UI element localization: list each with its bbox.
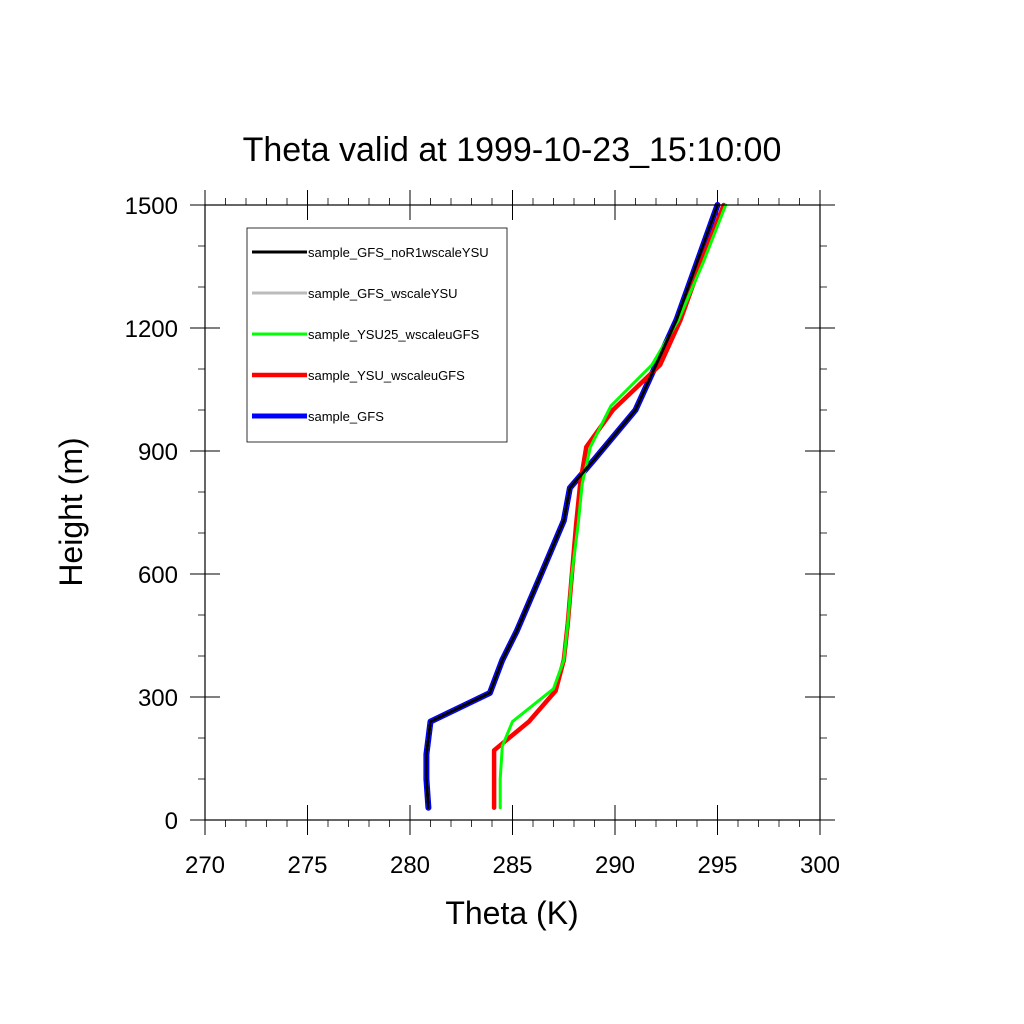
x-tick-label: 275 bbox=[287, 852, 327, 879]
y-tick-label: 1500 bbox=[125, 193, 178, 220]
legend-item: sample_GFS_wscaleYSU bbox=[252, 286, 458, 301]
legend-label: sample_YSU_wscaleuGFS bbox=[308, 368, 465, 383]
legend-label: sample_YSU25_wscaleuGFS bbox=[308, 327, 480, 342]
legend-item: sample_YSU_wscaleuGFS bbox=[252, 368, 465, 383]
y-tick-label: 300 bbox=[138, 685, 178, 712]
legend-label: sample_GFS bbox=[308, 409, 384, 424]
x-tick-label: 270 bbox=[185, 852, 225, 879]
series-lines bbox=[423, 202, 728, 811]
y-axis-label: Height (m) bbox=[53, 437, 89, 586]
x-axis-label: Theta (K) bbox=[445, 895, 578, 931]
legend: sample_GFS_noR1wscaleYSU sample_GFS_wscal… bbox=[246, 227, 508, 443]
legend-items: sample_GFS_noR1wscaleYSU sample_GFS_wscal… bbox=[252, 245, 489, 424]
y-tick-label: 1200 bbox=[125, 316, 178, 343]
x-tick-label: 285 bbox=[492, 852, 532, 879]
x-tick-label: 300 bbox=[800, 852, 840, 879]
plot-frame bbox=[204, 204, 821, 821]
chart-title: Theta valid at 1999-10-23_15:10:00 bbox=[243, 131, 782, 169]
y-tick-label: 900 bbox=[138, 439, 178, 466]
tick-labels: 270 275 280 285 290 295 300 0 300 600 900 1200 1500 bbox=[125, 193, 840, 879]
y-tick-label: 0 bbox=[165, 808, 178, 835]
x-tick-label: 295 bbox=[697, 852, 737, 879]
legend-item: sample_YSU25_wscaleuGFS bbox=[252, 327, 480, 342]
legend-item: sample_GFS_noR1wscaleYSU bbox=[252, 245, 489, 260]
y-tick-label: 600 bbox=[138, 562, 178, 589]
legend-label: sample_GFS_wscaleYSU bbox=[308, 286, 458, 301]
x-tick-label: 290 bbox=[595, 852, 635, 879]
series-line-sample_GFS_noR1wscaleYSU bbox=[424, 203, 719, 810]
legend-item: sample_GFS bbox=[252, 409, 384, 424]
x-tick-label: 280 bbox=[390, 852, 430, 879]
legend-label: sample_GFS_noR1wscaleYSU bbox=[308, 245, 489, 260]
